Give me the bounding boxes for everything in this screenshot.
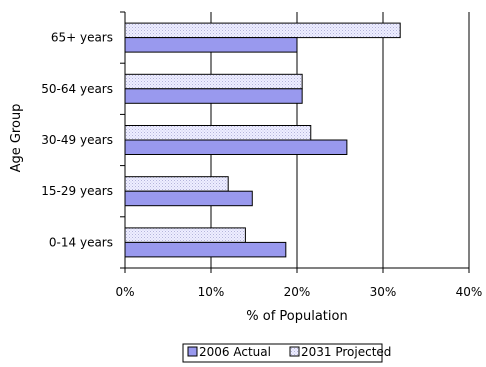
bar-2006-actual-65-years bbox=[124, 37, 298, 53]
y-tick-label: 65+ years bbox=[51, 31, 113, 45]
legend-frame bbox=[182, 343, 383, 363]
bar-2031-projected-30-49-years bbox=[124, 125, 312, 141]
x-tick-label: 40% bbox=[456, 285, 483, 299]
bar-2006-actual-0-14-years bbox=[124, 241, 287, 258]
x-tick-label: 10% bbox=[198, 285, 225, 299]
legend-swatch-2006-actual bbox=[187, 346, 198, 357]
y-tick-labels: 65+ years 50-64 years 30-49 years 15-29 yea… bbox=[41, 31, 113, 250]
bar-2031-projected-0-14-years bbox=[124, 227, 246, 243]
bar-2006-actual-50-64-years bbox=[124, 88, 303, 104]
y-tick-label: 15-29 years bbox=[41, 184, 113, 198]
x-tick-label: 0% bbox=[115, 285, 134, 299]
legend: 2006 Actual 2031 Projected bbox=[182, 343, 391, 363]
y-tick-label: 0-14 years bbox=[49, 235, 113, 249]
bar-2031-projected-50-64-years bbox=[124, 73, 303, 90]
x-tick-label: 20% bbox=[284, 285, 311, 299]
bars bbox=[124, 22, 401, 258]
axes bbox=[120, 11, 470, 273]
x-tick-label: 30% bbox=[370, 285, 397, 299]
bar-2006-actual-15-29-years bbox=[124, 190, 253, 207]
x-axis-title: % of Population bbox=[246, 309, 347, 324]
legend-label-2031-projected: 2031 Projected bbox=[301, 345, 391, 359]
x-tick-labels: 0% 10% 20% 30% 40% bbox=[115, 285, 482, 299]
y-tick-label: 30-49 years bbox=[41, 133, 113, 147]
bar-2006-actual-30-49-years bbox=[124, 139, 348, 155]
bar-2031-projected-15-29-years bbox=[124, 176, 229, 192]
y-axis-title: Age Group bbox=[9, 104, 24, 173]
y-tick-label: 50-64 years bbox=[41, 82, 113, 96]
legend-label-2006-actual: 2006 Actual bbox=[199, 345, 271, 359]
legend-swatch-2031-projected bbox=[289, 346, 300, 357]
bar-2031-projected-65-years bbox=[124, 22, 401, 39]
